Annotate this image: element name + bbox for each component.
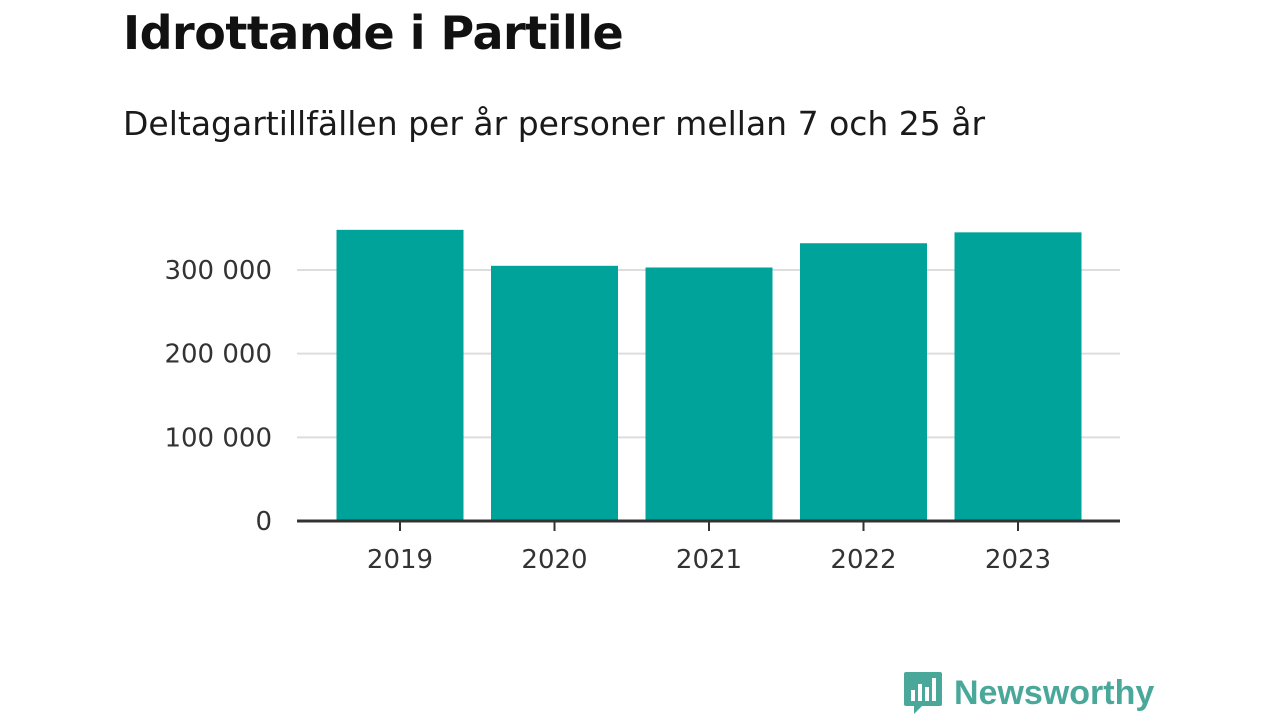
x-tick-label: 2019 xyxy=(367,545,433,575)
x-tick-labels: 2019 2020 2021 2022 2023 xyxy=(367,521,1051,575)
x-tick-label: 2020 xyxy=(521,545,587,575)
brand-name: Newsworthy xyxy=(954,673,1155,712)
x-tick-label: 2022 xyxy=(830,545,896,575)
bars xyxy=(336,229,1082,521)
bar-2020 xyxy=(491,265,618,521)
x-tick-label: 2023 xyxy=(985,545,1051,575)
x-tick-label: 2021 xyxy=(676,545,742,575)
chart-title: Idrottande i Partille xyxy=(123,6,624,60)
y-tick-label: 0 xyxy=(255,507,272,537)
y-tick-label: 200 000 xyxy=(164,340,272,370)
bar-2021 xyxy=(645,267,773,521)
y-tick-label: 100 000 xyxy=(164,423,272,453)
bar-2022 xyxy=(800,243,927,521)
brand-logo: Newsworthy xyxy=(902,670,1154,716)
y-tick-label: 300 000 xyxy=(164,256,272,286)
bar-2019 xyxy=(336,229,464,521)
chart-subtitle: Deltagartillfällen per år personer mella… xyxy=(123,104,986,143)
bar-chart-speech-bubble-icon xyxy=(904,672,942,714)
y-tick-labels: 0 100 000 200 000 300 000 xyxy=(164,256,272,537)
bar-2023 xyxy=(954,232,1082,521)
